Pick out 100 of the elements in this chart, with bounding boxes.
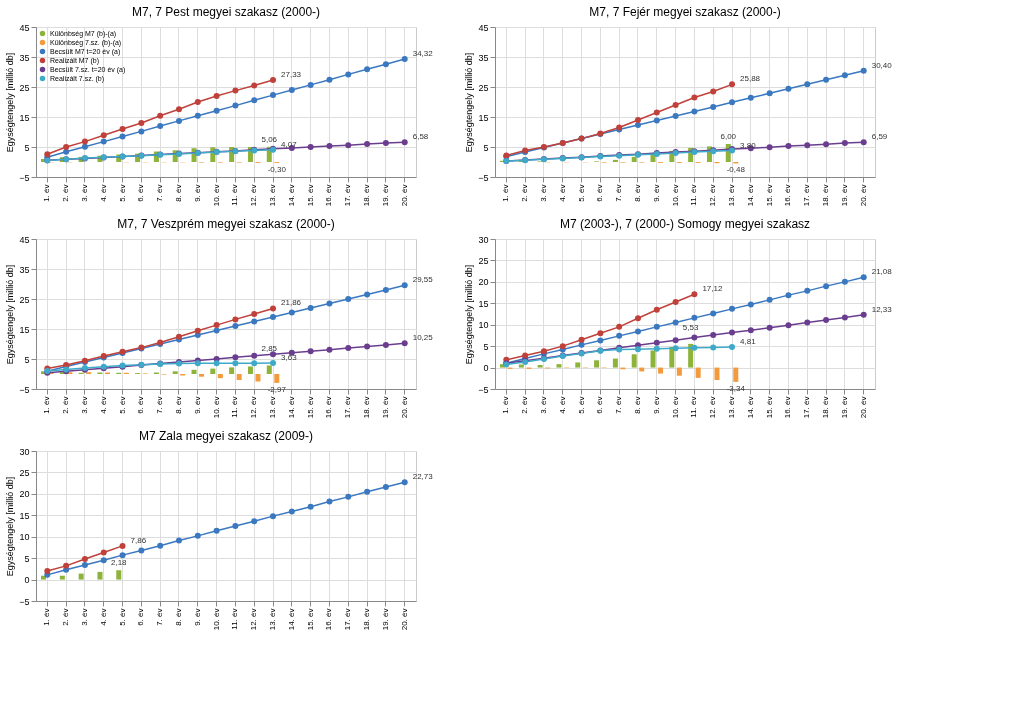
x-tick-label: 4. év	[557, 396, 567, 414]
data-label: 22,73	[412, 472, 434, 482]
y-tick-label: 15	[19, 510, 30, 521]
y-tick-label: 35	[478, 52, 489, 63]
x-tick-label: 3. év	[79, 184, 89, 202]
data-label: 3,63	[281, 353, 298, 363]
data-label: 21,08	[871, 267, 893, 277]
x-tick-label: 15. év	[305, 608, 315, 631]
x-tick-label: 13. év	[268, 396, 278, 419]
x-tick-label: 17. év	[802, 396, 812, 419]
x-tick-label: 7. év	[614, 184, 624, 202]
data-label: 2,18	[110, 558, 128, 568]
x-tick-label: 17. év	[802, 184, 812, 207]
x-tick-label: 19. év	[380, 608, 390, 631]
data-label: 17,12	[702, 284, 723, 294]
x-tick-label: 7. év	[155, 396, 165, 414]
x-tick-label: 10. év	[670, 396, 680, 419]
x-tick-label: 14. év	[286, 608, 296, 631]
data-label: 6,59	[871, 132, 888, 142]
x-tick-label: 20. év	[399, 184, 409, 207]
x-tick-label: 9. év	[651, 184, 661, 202]
y-tick-label: 35	[19, 52, 30, 63]
y-axis-title: Egységtengely [millió db]	[5, 52, 16, 153]
data-label: 27,33	[281, 70, 302, 80]
data-label: 5,53	[682, 322, 699, 332]
y-tick-label: −5	[19, 384, 30, 395]
x-tick-label: 14. év	[745, 396, 755, 419]
x-tick-label: 1. év	[42, 608, 52, 626]
x-tick-label: 13. év	[268, 608, 278, 631]
x-tick-label: 4. év	[557, 184, 567, 202]
y-tick-label: 45	[478, 22, 489, 33]
data-label: 12,33	[871, 304, 893, 314]
x-tick-label: 9. év	[192, 396, 202, 414]
data-label: 6,58	[412, 132, 429, 142]
x-tick-label: 7. év	[155, 608, 165, 626]
y-tick-label: 25	[19, 467, 30, 478]
x-tick-label: 18. év	[821, 396, 831, 419]
y-axis-title: Egységtengely [millió db]	[5, 264, 16, 365]
chart-title: M7, 7 Pest megyei szakasz (2000-)	[131, 5, 321, 19]
x-tick-label: 5. év	[117, 184, 127, 202]
x-tick-label: 16. év	[324, 396, 334, 419]
x-tick-label: 4. év	[98, 184, 108, 202]
x-tick-label: 5. év	[576, 396, 586, 414]
data-label: 2,85	[261, 344, 278, 354]
x-tick-label: 1. év	[501, 396, 511, 414]
x-tick-label: 11. év	[689, 184, 699, 206]
x-tick-label: 8. év	[173, 184, 183, 202]
x-tick-label: 9. év	[192, 184, 202, 202]
data-label: 4,07	[281, 139, 298, 149]
y-tick-label: 10	[19, 532, 30, 543]
x-tick-label: 16. év	[783, 184, 793, 207]
x-tick-label: 3. év	[538, 396, 548, 414]
x-tick-label: 1. év	[42, 396, 52, 414]
chart-title: M7, 7 Fejér megyei szakasz (2000-)	[589, 5, 781, 19]
x-tick-label: 11. év	[230, 184, 240, 206]
x-tick-label: 20. év	[399, 608, 409, 631]
x-tick-label: 18. év	[362, 396, 372, 419]
x-tick-label: 3. év	[79, 608, 89, 626]
x-tick-label: 9. év	[651, 396, 661, 414]
y-tick-label: 30	[19, 446, 30, 457]
y-tick-label: 20	[478, 277, 489, 288]
y-tick-label: 15	[478, 112, 489, 123]
y-tick-label: −5	[19, 172, 30, 183]
y-tick-label: 45	[19, 22, 30, 33]
data-label: 25,88	[740, 74, 761, 84]
x-tick-label: 10. év	[211, 396, 221, 419]
data-label: -0,48	[726, 165, 746, 175]
y-tick-label: 20	[19, 489, 30, 500]
x-tick-label: 20. év	[858, 184, 868, 207]
x-tick-label: 7. év	[614, 396, 624, 414]
y-tick-label: −5	[478, 172, 489, 183]
x-tick-label: 17. év	[343, 608, 353, 631]
x-tick-label: 8. év	[632, 396, 642, 414]
x-tick-label: 2. év	[61, 184, 71, 202]
y-tick-label: 5	[24, 553, 30, 564]
x-tick-label: 16. év	[324, 608, 334, 631]
x-tick-label: 15. év	[305, 184, 315, 207]
x-tick-label: 10. év	[211, 184, 221, 207]
x-tick-label: 1. év	[501, 184, 511, 202]
data-label: 3,80	[740, 140, 757, 150]
x-tick-label: 19. év	[839, 396, 849, 419]
y-tick-label: 35	[19, 264, 30, 275]
x-tick-label: 8. év	[173, 608, 183, 626]
x-tick-label: 11. év	[230, 396, 240, 418]
x-tick-label: 5. év	[576, 184, 586, 202]
data-label: 5,06	[261, 134, 278, 144]
x-tick-label: 6. év	[595, 184, 605, 202]
y-tick-label: 0	[24, 575, 30, 586]
data-label: 30,40	[871, 60, 893, 70]
x-tick-label: 19. év	[839, 184, 849, 207]
x-tick-label: 5. év	[117, 396, 127, 414]
data-label: 21,86	[281, 298, 302, 308]
x-tick-label: 12. év	[249, 184, 259, 207]
x-tick-label: 2. év	[61, 396, 71, 414]
data-label: 4,81	[740, 336, 757, 346]
x-tick-label: 14. év	[286, 396, 296, 419]
x-tick-label: 12. év	[708, 184, 718, 207]
data-label: 10,25	[412, 333, 434, 343]
y-tick-label: 15	[19, 112, 30, 123]
y-tick-label: 10	[478, 320, 489, 331]
